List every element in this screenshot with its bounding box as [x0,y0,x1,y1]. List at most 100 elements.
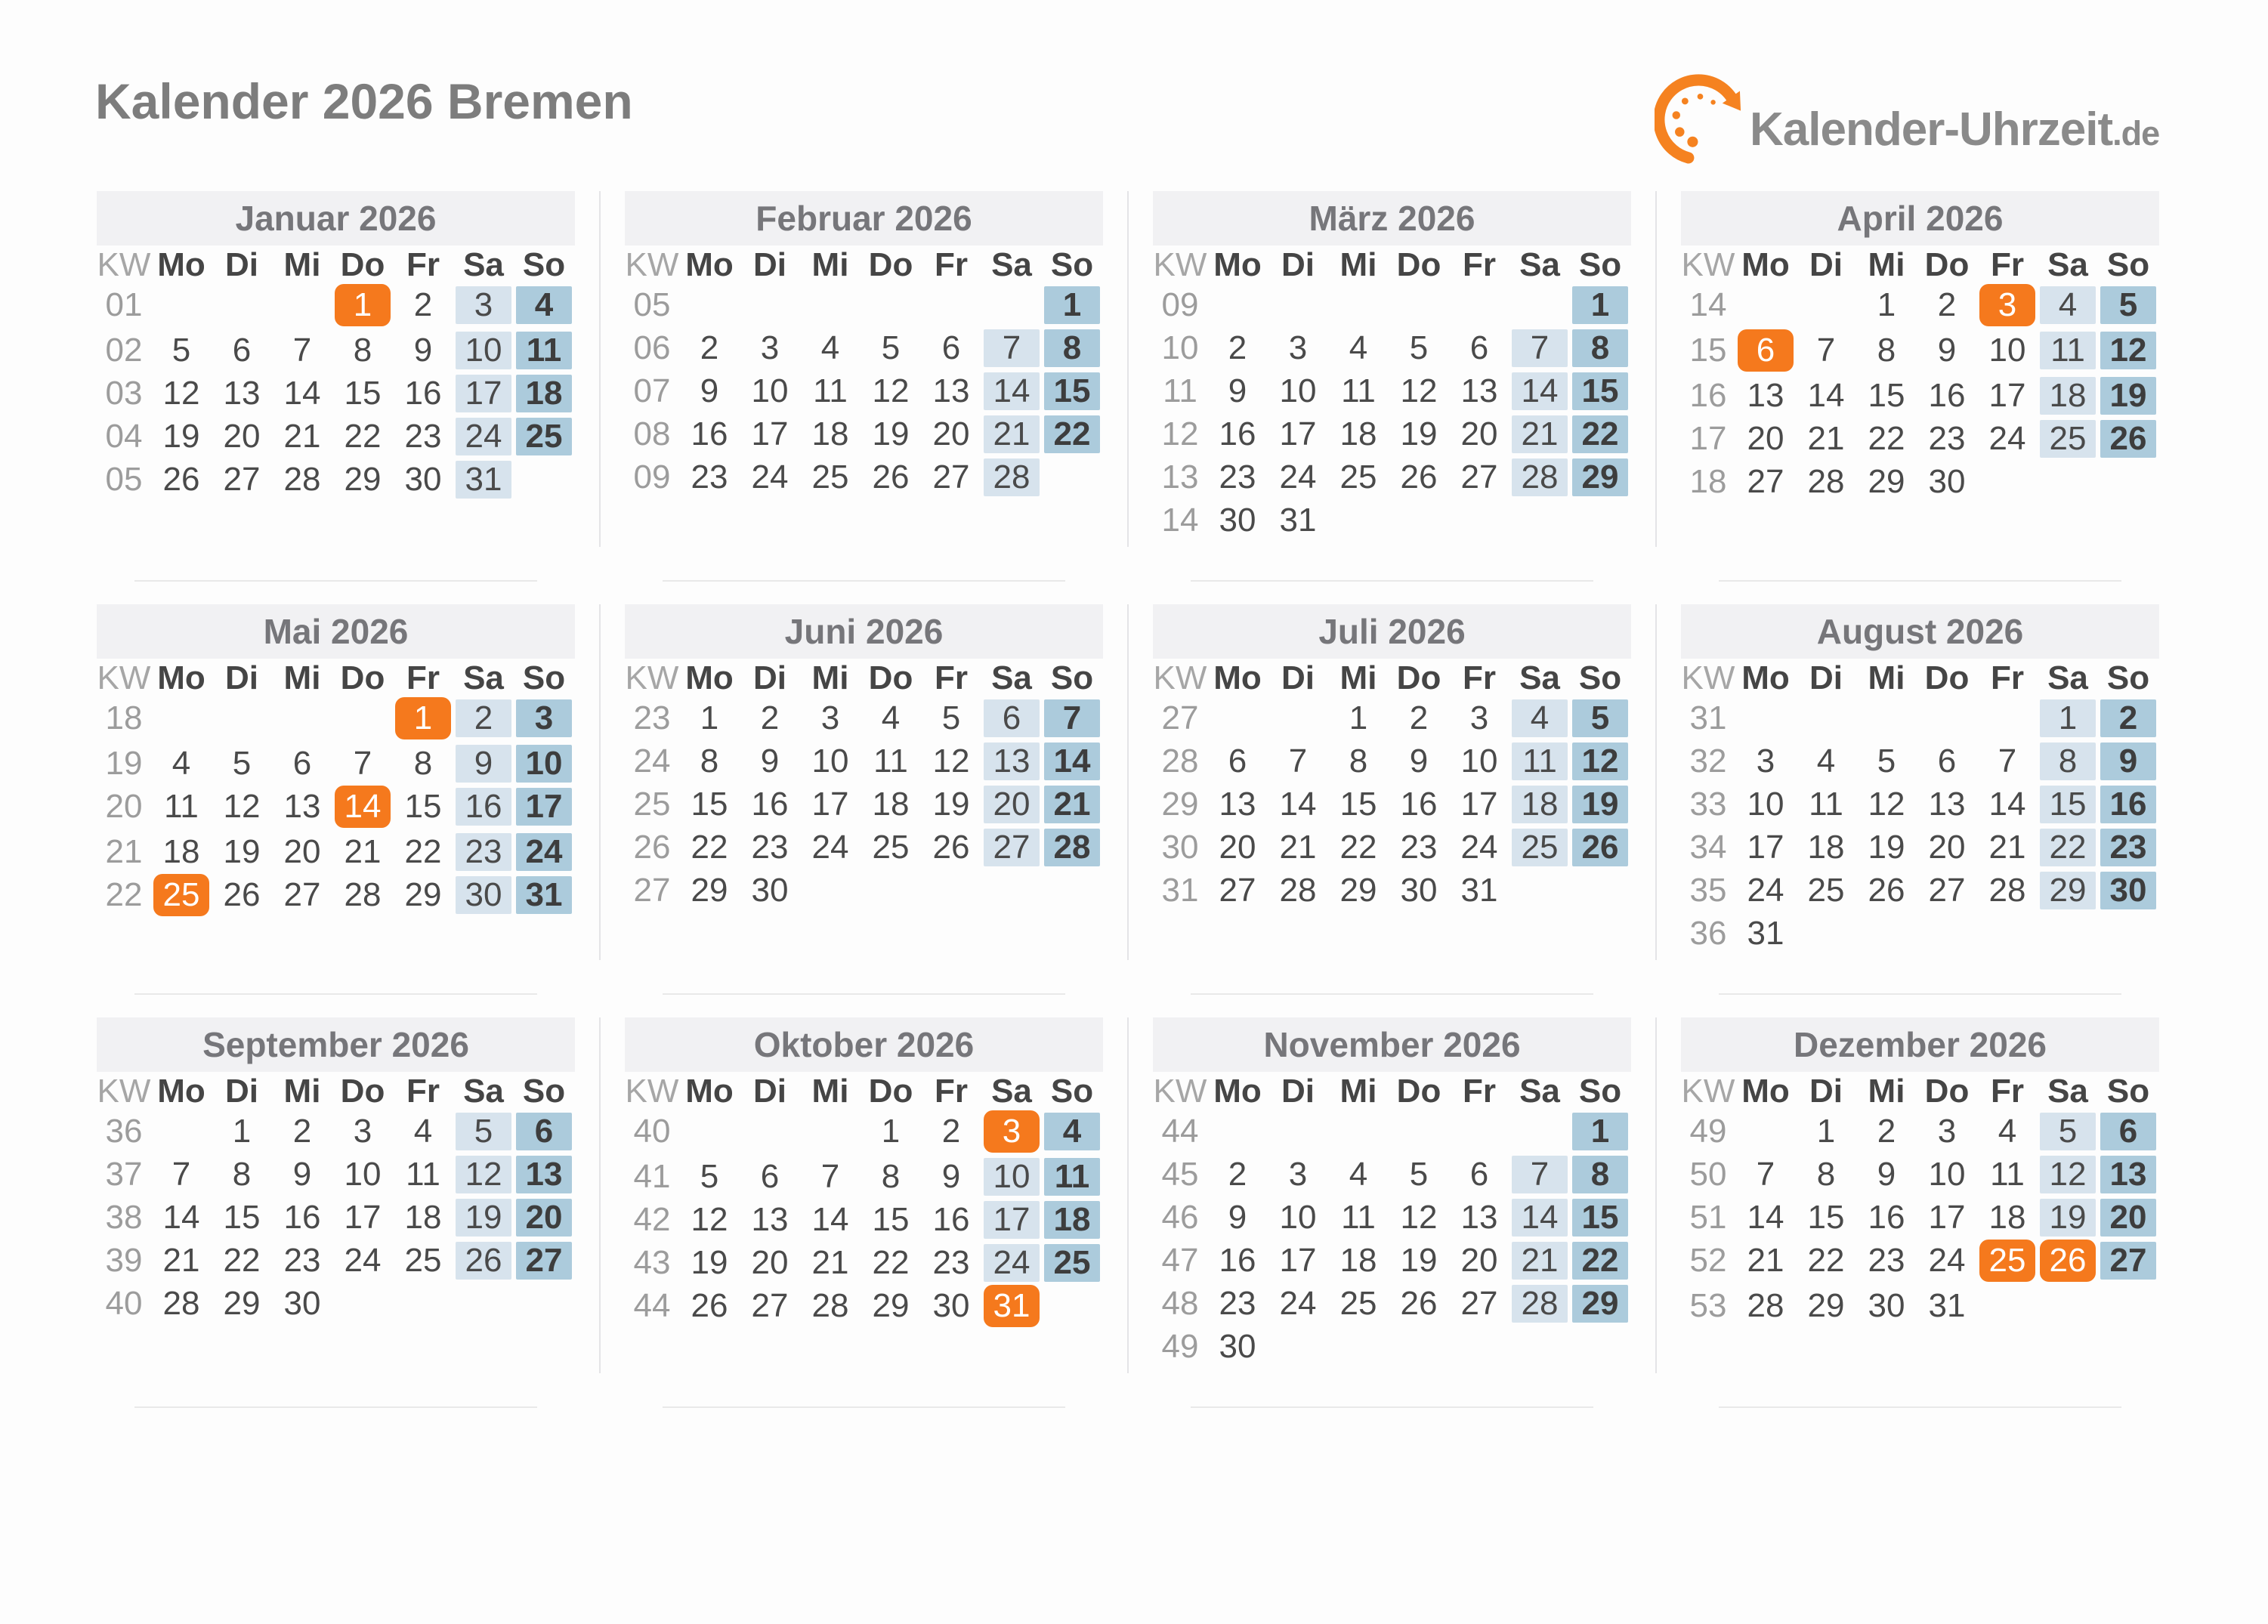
day-cell[interactable]: 11 [406,1156,440,1193]
day-cell[interactable]: 29 [1572,1285,1628,1323]
day-cell[interactable]: 6 [1469,1156,1489,1193]
day-cell[interactable]: 21 [162,1242,200,1279]
day-cell[interactable]: 30 [1868,1287,1905,1324]
day-cell[interactable]: 22 [2040,829,2096,866]
day-cell[interactable]: 5 [456,1113,511,1150]
day-cell[interactable]: 25 [811,458,849,496]
day-cell[interactable]: 11 [873,743,908,780]
day-cell[interactable]: 20 [1460,1242,1498,1279]
day-cell[interactable]: 12 [456,1156,511,1193]
day-cell[interactable]: 24 [344,1242,382,1279]
day-cell[interactable]: 6 [1228,743,1247,780]
day-cell[interactable]: 10 [1279,1199,1317,1236]
day-cell[interactable]: 10 [456,332,511,369]
day-cell[interactable]: 23 [932,1244,970,1281]
day-cell[interactable]: 9 [1228,1199,1247,1236]
day-cell[interactable]: 12 [2040,1156,2096,1193]
day-cell[interactable]: 16 [404,375,442,412]
day-cell[interactable]: 20 [1928,829,1966,866]
day-cell[interactable]: 4 [1044,1113,1100,1150]
day-cell[interactable]: 18 [1807,829,1845,866]
day-cell[interactable]: 5 [941,699,961,736]
day-cell[interactable]: 28 [1512,1285,1568,1323]
day-cell[interactable]: 26 [456,1242,511,1280]
day-cell[interactable]: 22 [1044,415,1100,453]
day-cell[interactable]: 21 [1747,1242,1784,1279]
day-cell[interactable]: 2 [1937,286,1957,323]
day-cell[interactable]: 12 [162,375,200,412]
day-cell[interactable]: 21 [811,1244,849,1281]
holiday-day-cell[interactable]: 25 [153,874,209,916]
day-cell[interactable]: 28 [283,461,321,498]
day-cell[interactable]: 18 [811,415,849,452]
day-cell[interactable]: 26 [1868,872,1905,909]
day-cell[interactable]: 5 [881,329,901,366]
day-cell[interactable]: 8 [1877,332,1896,369]
day-cell[interactable]: 16 [751,786,789,823]
day-cell[interactable]: 25 [516,418,572,455]
day-cell[interactable]: 26 [691,1287,728,1324]
day-cell[interactable]: 19 [2100,377,2156,415]
day-cell[interactable]: 8 [1572,1156,1628,1193]
day-cell[interactable]: 8 [881,1158,901,1195]
day-cell[interactable]: 10 [1747,786,1784,823]
holiday-day-cell[interactable]: 14 [335,786,391,828]
day-cell[interactable]: 13 [1219,786,1256,823]
day-cell[interactable]: 21 [1044,786,1100,823]
day-cell[interactable]: 10 [751,372,789,409]
day-cell[interactable]: 3 [456,286,511,324]
day-cell[interactable]: 15 [2040,786,2096,823]
day-cell[interactable]: 23 [283,1242,321,1279]
day-cell[interactable]: 27 [516,1242,572,1280]
day-cell[interactable]: 11 [1809,786,1843,823]
day-cell[interactable]: 30 [456,876,511,914]
day-cell[interactable]: 15 [223,1199,261,1236]
holiday-day-cell[interactable]: 3 [1979,284,2035,326]
day-cell[interactable]: 10 [1928,1156,1966,1193]
day-cell[interactable]: 4 [1998,1113,2017,1150]
day-cell[interactable]: 3 [1288,1156,1308,1193]
day-cell[interactable]: 19 [456,1199,511,1237]
day-cell[interactable]: 23 [1400,829,1438,866]
day-cell[interactable]: 21 [1512,415,1568,453]
day-cell[interactable]: 31 [1460,872,1498,909]
day-cell[interactable]: 31 [1279,502,1317,539]
day-cell[interactable]: 20 [1219,829,1256,866]
day-cell[interactable]: 14 [1988,786,2026,823]
day-cell[interactable]: 13 [1460,1199,1498,1236]
day-cell[interactable]: 16 [1219,415,1256,452]
day-cell[interactable]: 21 [1988,829,2026,866]
day-cell[interactable]: 27 [223,461,261,498]
day-cell[interactable]: 12 [872,372,910,409]
day-cell[interactable]: 17 [516,788,572,826]
day-cell[interactable]: 2 [292,1113,312,1150]
day-cell[interactable]: 9 [1228,372,1247,409]
day-cell[interactable]: 26 [872,458,910,496]
day-cell[interactable]: 24 [1928,1242,1966,1279]
day-cell[interactable]: 10 [344,1156,382,1193]
day-cell[interactable]: 14 [283,375,321,412]
day-cell[interactable]: 20 [2100,1199,2156,1237]
day-cell[interactable]: 14 [1279,786,1317,823]
day-cell[interactable]: 6 [941,329,961,366]
day-cell[interactable]: 14 [984,372,1040,410]
day-cell[interactable]: 16 [2100,786,2156,823]
day-cell[interactable]: 6 [1469,329,1489,366]
day-cell[interactable]: 17 [1747,829,1784,866]
holiday-day-cell[interactable]: 1 [395,697,451,739]
day-cell[interactable]: 1 [232,1113,252,1150]
day-cell[interactable]: 6 [292,745,312,782]
day-cell[interactable]: 23 [1219,1285,1256,1322]
day-cell[interactable]: 3 [1469,699,1489,736]
day-cell[interactable]: 8 [353,332,372,369]
day-cell[interactable]: 19 [1572,786,1628,823]
day-cell[interactable]: 5 [2100,286,2156,324]
day-cell[interactable]: 8 [2040,743,2096,780]
day-cell[interactable]: 11 [164,788,199,825]
day-cell[interactable]: 4 [881,699,901,736]
day-cell[interactable]: 14 [162,1199,200,1236]
day-cell[interactable]: 3 [820,699,840,736]
day-cell[interactable]: 25 [404,1242,442,1279]
day-cell[interactable]: 1 [1877,286,1896,323]
day-cell[interactable]: 23 [751,829,789,866]
